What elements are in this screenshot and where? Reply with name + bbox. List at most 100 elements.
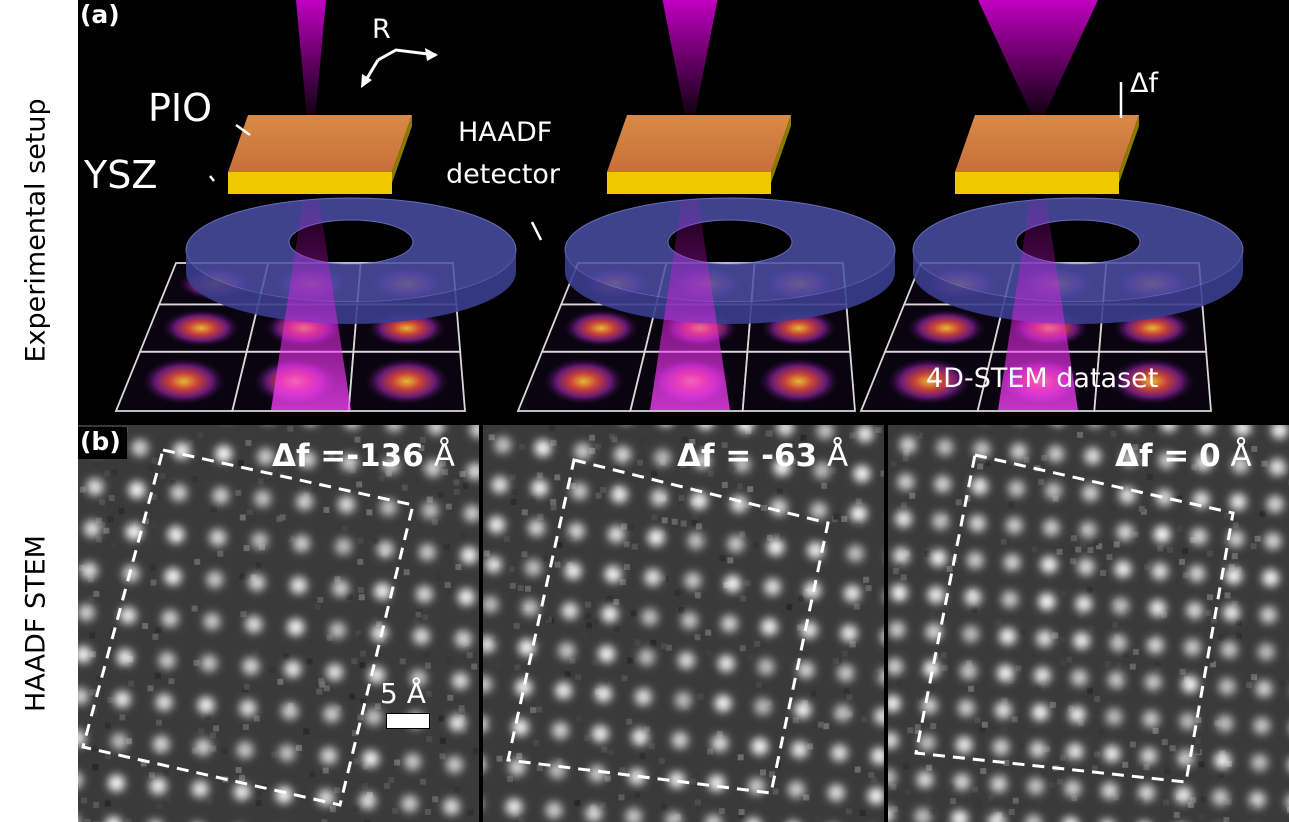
atom-column xyxy=(483,757,486,771)
noise-pixel xyxy=(1159,774,1166,781)
atom-column xyxy=(233,783,251,801)
detector-rim xyxy=(913,250,1243,324)
atom-column xyxy=(724,575,742,593)
noise-pixel xyxy=(426,496,433,503)
noise-pixel xyxy=(494,663,501,670)
noise-pixel xyxy=(1195,737,1202,744)
noise-pixel xyxy=(1080,542,1087,549)
noise-pixel xyxy=(255,790,262,797)
atom-column xyxy=(340,454,358,472)
noise-pixel xyxy=(1109,664,1116,671)
noise-pixel xyxy=(318,678,325,685)
noise-pixel xyxy=(1250,543,1257,550)
atom-column xyxy=(856,425,874,443)
noise-pixel xyxy=(287,535,294,542)
noise-pixel xyxy=(319,681,326,688)
noise-pixel xyxy=(891,806,898,813)
delta-f-label: Δf xyxy=(1130,68,1158,99)
noise-pixel xyxy=(332,702,339,709)
noise-pixel xyxy=(574,800,581,807)
atom-column xyxy=(337,496,355,514)
noise-pixel xyxy=(1254,535,1261,542)
noise-pixel xyxy=(1132,444,1139,451)
noise-pixel xyxy=(197,432,204,439)
noise-pixel xyxy=(875,427,882,434)
noise-pixel xyxy=(1069,547,1076,554)
noise-pixel xyxy=(1232,522,1239,529)
noise-pixel xyxy=(401,484,408,491)
noise-pixel xyxy=(156,803,163,810)
noise-pixel xyxy=(111,469,118,476)
noise-pixel xyxy=(443,544,450,551)
noise-pixel xyxy=(1091,765,1098,772)
noise-pixel xyxy=(1143,764,1150,771)
noise-pixel xyxy=(694,799,701,806)
noise-pixel xyxy=(104,753,111,760)
noise-pixel xyxy=(509,474,516,481)
noise-pixel xyxy=(444,581,451,588)
atom-column xyxy=(971,477,989,495)
atom-column xyxy=(105,816,122,822)
noise-pixel xyxy=(1113,541,1120,548)
noise-pixel xyxy=(99,499,106,506)
noise-pixel xyxy=(317,596,324,603)
atom-column xyxy=(1124,425,1140,430)
noise-pixel xyxy=(719,555,726,562)
r-axis-arrows xyxy=(361,48,437,86)
haadf-label-line2: detector xyxy=(446,159,560,190)
noise-pixel xyxy=(627,524,634,531)
noise-pixel xyxy=(613,625,620,632)
noise-pixel xyxy=(600,486,607,493)
atom-column xyxy=(1149,599,1167,617)
noise-pixel xyxy=(110,541,117,548)
noise-pixel xyxy=(1010,568,1017,575)
noise-pixel xyxy=(420,465,427,472)
noise-pixel xyxy=(803,794,810,801)
noise-pixel xyxy=(707,748,714,755)
noise-pixel xyxy=(900,574,907,581)
noise-pixel xyxy=(121,666,128,673)
setup-3 xyxy=(859,0,1244,412)
atom-column xyxy=(567,522,585,540)
noise-pixel xyxy=(1052,632,1059,639)
noise-pixel xyxy=(1140,459,1147,466)
noise-pixel xyxy=(349,693,356,700)
noise-pixel xyxy=(772,788,779,795)
atom-column xyxy=(650,489,668,507)
noise-pixel xyxy=(1104,661,1111,668)
atom-column xyxy=(736,425,754,433)
noise-pixel xyxy=(94,461,101,468)
noise-pixel xyxy=(1044,746,1051,753)
noise-pixel xyxy=(1089,626,1096,633)
noise-pixel xyxy=(1182,572,1189,579)
noise-pixel xyxy=(1161,739,1168,746)
atom-column xyxy=(588,765,606,783)
noise-pixel xyxy=(237,460,244,467)
noise-pixel xyxy=(439,460,446,467)
noise-pixel xyxy=(968,685,975,692)
detector-ring xyxy=(564,197,896,303)
noise-pixel xyxy=(1049,781,1056,788)
noise-pixel xyxy=(1051,731,1058,738)
noise-pixel xyxy=(372,451,379,458)
atom-column xyxy=(776,425,794,437)
noise-pixel xyxy=(257,478,264,485)
noise-pixel xyxy=(213,725,220,732)
noise-pixel xyxy=(855,498,862,505)
noise-pixel xyxy=(1218,771,1225,778)
noise-pixel xyxy=(283,533,290,540)
noise-pixel xyxy=(1116,661,1123,668)
atom-column xyxy=(1181,675,1199,693)
noise-pixel xyxy=(432,796,439,803)
noise-pixel xyxy=(357,714,364,721)
atom-column xyxy=(1259,606,1277,624)
noise-pixel xyxy=(699,445,706,452)
noise-pixel xyxy=(890,460,897,467)
atom-column xyxy=(929,549,947,567)
atom-column xyxy=(412,627,430,645)
noise-pixel xyxy=(1035,683,1042,690)
noise-pixel xyxy=(155,626,162,633)
noise-pixel xyxy=(326,634,333,641)
atom-column xyxy=(644,568,662,586)
noise-pixel xyxy=(453,786,460,793)
